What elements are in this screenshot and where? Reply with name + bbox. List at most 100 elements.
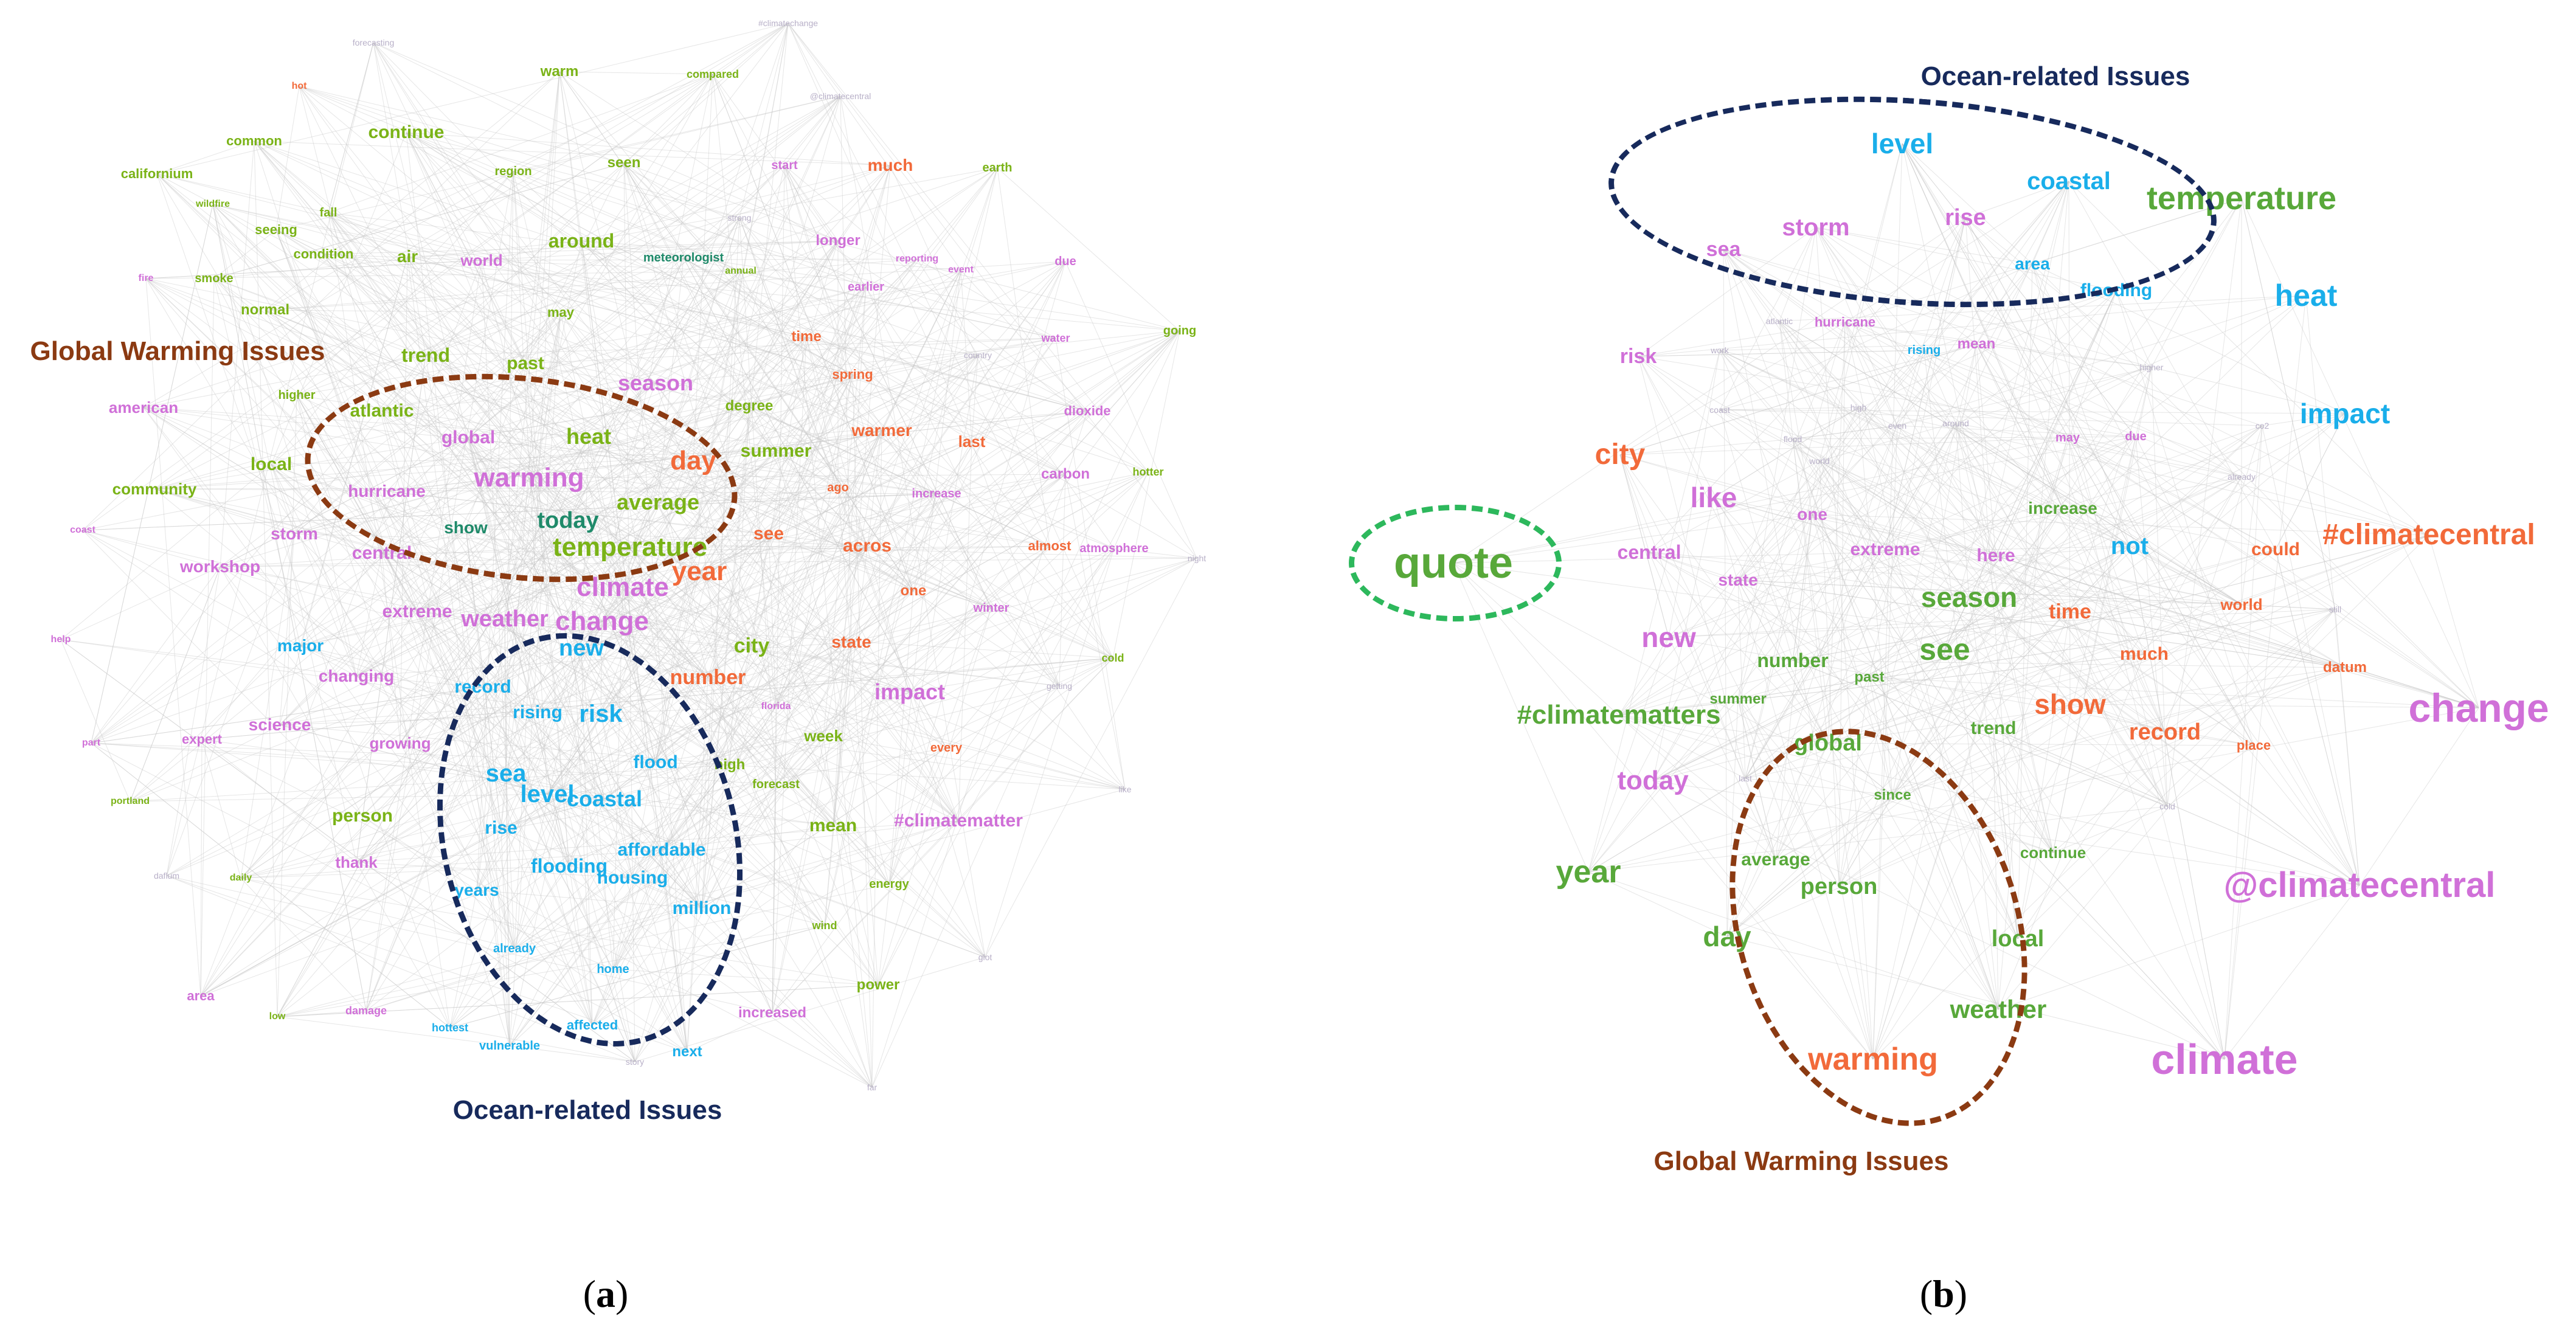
word-node: seeing xyxy=(255,222,297,237)
word-node: warm xyxy=(540,63,579,80)
network-edge xyxy=(296,395,510,1047)
network-edge xyxy=(1944,508,2063,650)
network-edge xyxy=(1819,460,2018,940)
network-edge xyxy=(240,877,879,986)
network-edge xyxy=(2305,295,2360,886)
network-edge xyxy=(2068,181,2276,550)
word-node: impact xyxy=(874,679,946,704)
network-edge xyxy=(154,286,867,490)
network-edge xyxy=(60,464,272,640)
network-edge xyxy=(604,410,1088,800)
word-node: one xyxy=(1797,505,1827,524)
network-edge xyxy=(513,171,1060,687)
faint-word-node: still xyxy=(2328,604,2342,614)
network-edge xyxy=(328,212,451,1028)
network-edge xyxy=(946,548,1115,749)
network-edge xyxy=(768,533,777,707)
network-edge xyxy=(1897,295,2307,426)
word-node: help xyxy=(50,634,71,645)
network-edge xyxy=(271,451,777,465)
network-edge xyxy=(1892,344,1977,796)
network-edge xyxy=(2062,413,2346,509)
network-edge xyxy=(768,286,867,535)
network-edge xyxy=(277,520,569,1017)
word-node: workshop xyxy=(179,557,261,576)
network-edge xyxy=(1723,249,2130,547)
faint-word-node: glot xyxy=(978,952,992,962)
network-edge xyxy=(560,312,986,958)
network-edge xyxy=(1638,356,2360,886)
network-edge xyxy=(1779,320,2166,733)
network-edge xyxy=(240,865,570,879)
network-edge xyxy=(275,229,387,492)
word-node: power xyxy=(856,977,900,993)
network-edge xyxy=(279,527,466,725)
network-edge xyxy=(156,22,789,175)
network-edge xyxy=(1812,514,2242,605)
network-edge xyxy=(386,491,769,535)
network-edge xyxy=(481,258,918,261)
network-edge xyxy=(240,165,891,879)
network-edge xyxy=(513,171,548,795)
network-edge xyxy=(1779,295,2307,322)
network-edge xyxy=(2241,425,2263,605)
network-edge xyxy=(707,261,1066,678)
word-node: state xyxy=(831,632,871,651)
network-edge xyxy=(1737,580,2346,668)
word-node: show xyxy=(2034,688,2106,720)
network-edge xyxy=(271,171,514,465)
network-edge xyxy=(707,240,839,678)
network-edge xyxy=(1897,367,2152,426)
network-edge xyxy=(425,167,998,356)
network-edge xyxy=(212,204,853,375)
faint-word-node: work xyxy=(1711,345,1729,355)
network-edge xyxy=(240,877,367,1011)
network-edge xyxy=(1737,476,2242,581)
network-edge xyxy=(772,430,882,1014)
network-edge xyxy=(701,165,891,909)
network-edge xyxy=(1618,181,2069,716)
network-edge xyxy=(657,336,807,503)
network-edge xyxy=(212,204,367,1011)
network-edge xyxy=(91,742,451,1028)
network-edge xyxy=(1745,263,2033,779)
word-node: much xyxy=(2119,644,2169,664)
network-edge xyxy=(373,42,839,241)
network-edge xyxy=(156,173,986,958)
network-edge xyxy=(1649,552,1970,598)
network-edge xyxy=(1618,476,2242,716)
network-edge xyxy=(622,217,740,588)
faint-word-node: flood xyxy=(1783,434,1802,444)
word-node: normal xyxy=(240,302,290,318)
word-node: hot xyxy=(291,81,307,91)
network-edge xyxy=(509,312,561,1047)
network-edge xyxy=(1792,438,1874,1060)
network-edge xyxy=(1719,344,1977,351)
network-edge xyxy=(784,165,1113,659)
network-edge xyxy=(1726,795,1893,937)
network-edge xyxy=(373,42,426,356)
quote-ellipse-b xyxy=(1349,505,1562,621)
network-edge xyxy=(971,355,978,442)
network-edge xyxy=(784,95,841,166)
faint-word-node: even xyxy=(1888,421,1907,431)
network-edge xyxy=(525,337,1056,364)
network-edge xyxy=(2151,198,2242,368)
network-edge xyxy=(505,773,614,970)
network-edge xyxy=(407,256,510,1047)
network-edge xyxy=(1588,476,2242,873)
network-edge xyxy=(509,764,730,1047)
network-edge xyxy=(806,286,867,337)
network-edge xyxy=(547,258,918,795)
network-edge xyxy=(1719,350,2063,509)
network-edge xyxy=(1819,460,2254,746)
word-node: major xyxy=(277,636,324,655)
network-edge xyxy=(1869,677,1893,796)
word-node: home xyxy=(597,963,629,976)
word-node: climate xyxy=(576,572,669,602)
network-edge xyxy=(1723,249,2263,426)
network-edge xyxy=(2151,367,2168,807)
caption-b: (b) xyxy=(1920,1275,1967,1314)
network-edge xyxy=(784,165,992,609)
network-edge xyxy=(559,71,708,678)
